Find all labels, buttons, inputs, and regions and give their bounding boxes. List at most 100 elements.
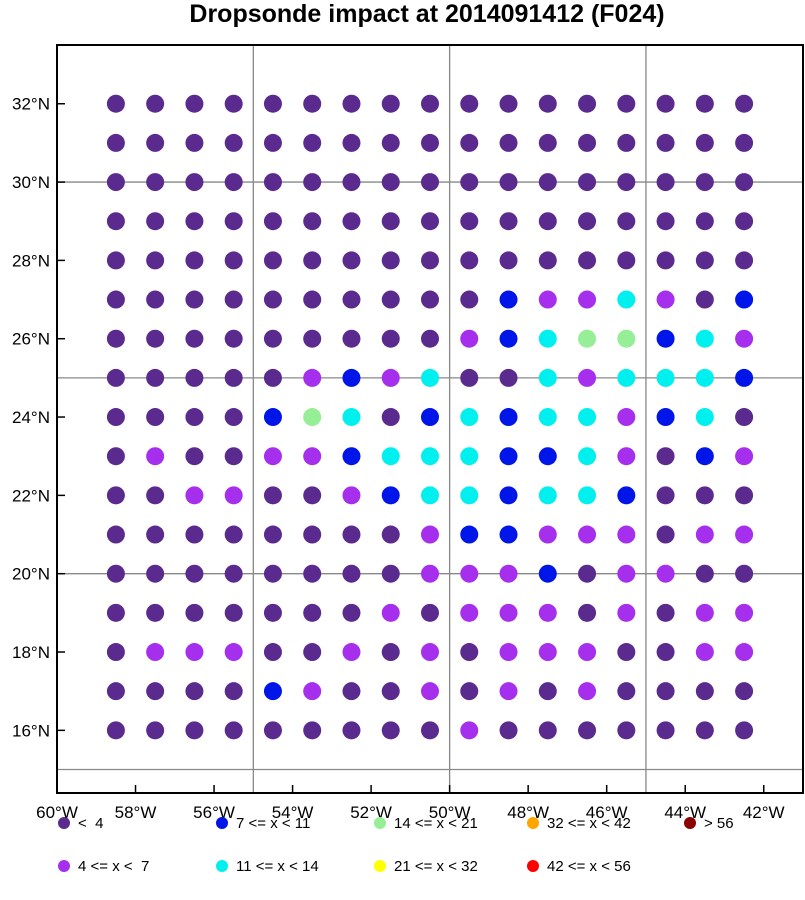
impact-point [578,721,597,740]
impact-point [106,486,125,505]
impact-point [656,564,675,583]
impact-point [185,486,204,505]
impact-point [303,643,322,662]
impact-point [578,251,597,270]
impact-point [656,368,675,387]
impact-point [381,564,400,583]
impact-point [381,290,400,309]
impact-point [499,643,518,662]
impact-point [578,94,597,113]
impact-point [735,368,754,387]
legend-label: 21 <= x < 32 [394,858,478,875]
impact-point [342,329,361,348]
impact-point [146,447,165,466]
legend-swatch [58,860,70,872]
y-tick-label: 28°N [12,251,50,270]
impact-point [578,447,597,466]
impact-point [460,525,479,544]
impact-point [578,212,597,231]
legend-swatch [58,817,70,829]
impact-point [695,173,714,192]
impact-point [538,251,557,270]
impact-point [185,603,204,622]
impact-point [224,251,243,270]
impact-point [146,212,165,231]
impact-point [538,525,557,544]
legend-label: 11 <= x < 14 [236,858,319,875]
impact-point [735,682,754,701]
impact-point [421,564,439,583]
impact-point [695,94,714,113]
impact-point [499,133,518,152]
impact-point [421,721,439,740]
impact-point [421,525,439,544]
impact-point [656,721,675,740]
impact-point [303,212,322,231]
impact-point [303,603,322,622]
impact-point [538,212,557,231]
impact-point [146,643,165,662]
impact-point [538,603,557,622]
impact-point [695,564,714,583]
impact-point [578,603,597,622]
impact-point [381,368,400,387]
impact-point [695,329,714,348]
impact-point [342,408,361,427]
impact-point [695,447,714,466]
y-tick-label: 32°N [12,95,50,114]
impact-point [538,329,557,348]
impact-point [578,682,597,701]
impact-point [224,133,243,152]
impact-point [146,173,165,192]
impact-point [263,94,282,113]
impact-point [185,94,204,113]
impact-point [538,173,557,192]
legend-label: < 4 [78,815,103,832]
impact-point [303,173,322,192]
impact-point [735,251,754,270]
impact-point [578,329,597,348]
impact-point [695,525,714,544]
impact-point [146,682,165,701]
impact-point [263,133,282,152]
impact-point [421,486,439,505]
impact-point [617,290,636,309]
x-tick-label: 52°W [350,803,392,822]
impact-point [695,212,714,231]
impact-point [499,525,518,544]
impact-point [578,133,597,152]
impact-point [695,290,714,309]
impact-point [695,133,714,152]
y-tick-label: 30°N [12,173,50,192]
impact-point [381,212,400,231]
impact-point [617,173,636,192]
impact-point [538,290,557,309]
impact-point [342,721,361,740]
impact-point [499,603,518,622]
legend-swatch [374,817,386,829]
impact-point [499,251,518,270]
impact-point [106,133,125,152]
impact-point [106,173,125,192]
impact-point [381,525,400,544]
impact-point [224,721,243,740]
impact-point [263,564,282,583]
impact-point [617,251,636,270]
impact-point [263,682,282,701]
impact-point [224,290,243,309]
legend-swatch [374,860,386,872]
legend-label: > 56 [704,815,734,832]
impact-point [146,525,165,544]
impact-point [303,486,322,505]
impact-point [617,94,636,113]
impact-point [303,564,322,583]
impact-point [735,173,754,192]
impact-point [146,564,165,583]
impact-point [263,290,282,309]
impact-point [499,447,518,466]
impact-point [460,408,479,427]
impact-point [146,721,165,740]
impact-point [538,486,557,505]
impact-point [617,721,636,740]
impact-point [617,682,636,701]
